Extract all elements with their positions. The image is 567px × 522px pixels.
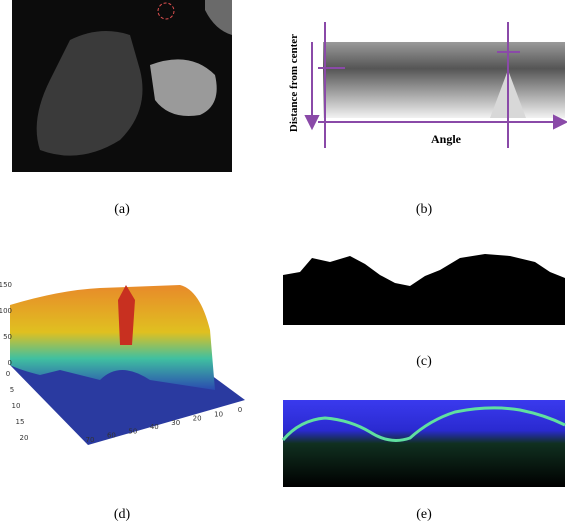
roi-circle bbox=[157, 2, 175, 20]
arrow-head bbox=[553, 114, 567, 130]
caption: (e) bbox=[416, 507, 432, 522]
tick-label: 0 bbox=[6, 370, 10, 378]
caption: (d) bbox=[114, 507, 131, 522]
panel-b: Distance from center Angle (b) bbox=[288, 22, 567, 217]
surface-peak bbox=[118, 285, 135, 345]
tick-label: 5 bbox=[10, 386, 14, 394]
color-map bbox=[283, 400, 565, 487]
polar-image bbox=[323, 42, 565, 118]
panel-c: (c) bbox=[283, 254, 565, 369]
tick-label: 50 bbox=[3, 333, 12, 341]
tick-label: 20 bbox=[20, 434, 29, 442]
tick-label: 15 bbox=[16, 418, 25, 426]
tick-label: 60 bbox=[107, 432, 116, 440]
panel-e: (e) bbox=[281, 400, 566, 522]
tick-label: 70 bbox=[86, 436, 95, 444]
caption: (c) bbox=[416, 354, 432, 369]
tick-label: 10 bbox=[214, 410, 223, 418]
y-axis-label-text: Distance from center bbox=[288, 34, 300, 132]
x-axis-label: Angle bbox=[431, 132, 462, 146]
tick-label: 0 bbox=[238, 406, 242, 414]
tick-label: 20 bbox=[193, 415, 202, 423]
tick-label: 10 bbox=[12, 402, 21, 410]
tick-label: 0 bbox=[8, 359, 12, 367]
tick-label: 40 bbox=[150, 423, 159, 431]
y-axis-label: Distance from center bbox=[288, 34, 300, 132]
tick-label: 30 bbox=[171, 419, 180, 427]
tick-label: 50 bbox=[128, 427, 137, 435]
ct-edge bbox=[205, 0, 232, 35]
surface bbox=[10, 285, 215, 390]
caption: (a) bbox=[114, 202, 130, 217]
ct-organ bbox=[150, 59, 217, 116]
tick-label: 150 bbox=[0, 281, 12, 289]
mask-shape bbox=[283, 254, 565, 325]
ct-region bbox=[36, 31, 143, 156]
arrow-head bbox=[304, 115, 320, 131]
caption: (b) bbox=[416, 202, 433, 217]
tick-label: 100 bbox=[0, 307, 12, 315]
boundary-curve bbox=[281, 406, 566, 442]
panel-a: (a) bbox=[12, 0, 232, 217]
